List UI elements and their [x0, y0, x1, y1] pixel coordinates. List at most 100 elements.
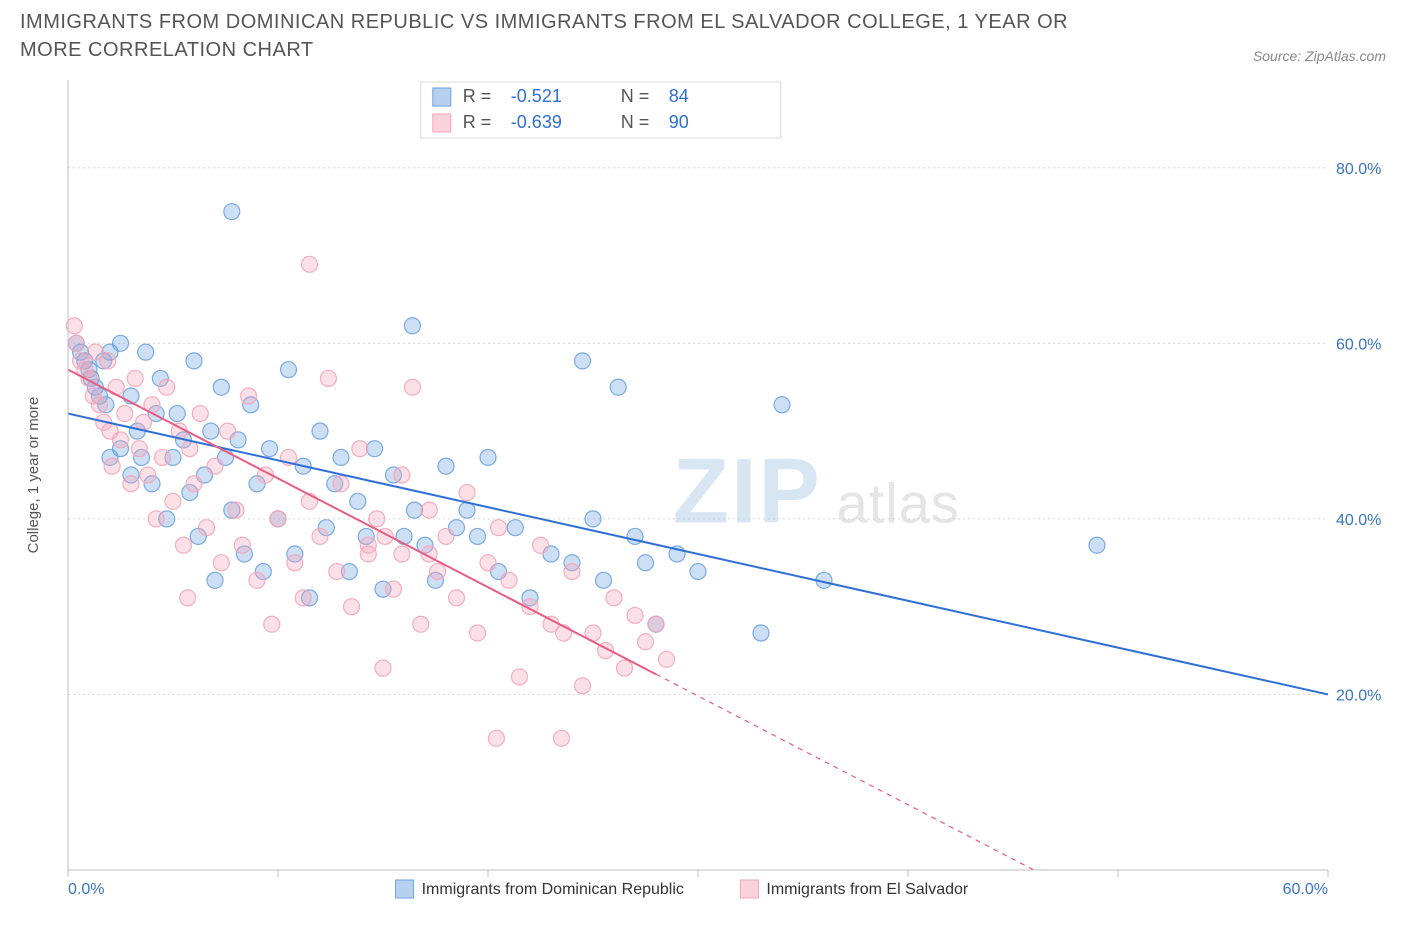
data-point [333, 449, 349, 465]
data-point [421, 502, 437, 518]
data-point [367, 441, 383, 457]
data-point [220, 423, 236, 439]
data-point [413, 616, 429, 632]
data-point [470, 528, 486, 544]
data-point [491, 520, 507, 536]
watermark-atlas: atlas [837, 471, 960, 534]
data-point [262, 441, 278, 457]
data-point [192, 406, 208, 422]
data-point [690, 564, 706, 580]
data-point [155, 449, 171, 465]
data-point [638, 634, 654, 650]
legend-swatch [433, 88, 451, 106]
legend-n-label: N = [621, 86, 650, 106]
legend-r-value: -0.639 [511, 112, 562, 132]
y-tick-label: 20.0% [1336, 687, 1381, 704]
data-point [312, 423, 328, 439]
data-point [264, 616, 280, 632]
data-point [459, 485, 475, 501]
data-point [617, 660, 633, 676]
data-point [627, 607, 643, 623]
data-point [213, 379, 229, 395]
x-tick-label: 0.0% [68, 881, 104, 898]
chart-title: IMMIGRANTS FROM DOMINICAN REPUBLIC VS IM… [20, 8, 1120, 64]
watermark-zip: ZIP [673, 440, 822, 542]
data-point [350, 493, 366, 509]
data-point [648, 616, 664, 632]
data-point [287, 555, 303, 571]
data-point [180, 590, 196, 606]
data-point [407, 502, 423, 518]
legend-r-value: -0.521 [511, 86, 562, 106]
data-point [165, 493, 181, 509]
data-point [470, 625, 486, 641]
data-point [352, 441, 368, 457]
y-tick-label: 40.0% [1336, 512, 1381, 529]
data-point [148, 511, 164, 527]
data-point [564, 564, 580, 580]
legend-n-value: 90 [669, 112, 689, 132]
y-tick-label: 80.0% [1336, 161, 1381, 178]
legend-swatch [396, 880, 414, 898]
data-point [430, 564, 446, 580]
data-point [501, 572, 517, 588]
data-point [199, 520, 215, 536]
data-point [281, 362, 297, 378]
data-point [312, 528, 328, 544]
data-point [386, 581, 402, 597]
data-point [575, 678, 591, 694]
data-point [394, 546, 410, 562]
data-point [207, 572, 223, 588]
data-point [488, 730, 504, 746]
data-point [203, 423, 219, 439]
data-point [404, 379, 420, 395]
data-point [394, 467, 410, 483]
data-point [234, 537, 250, 553]
correlation-scatter-chart: 20.0% 40.0% 60.0% 80.0% ZIPatlas 0.0% 60.0% Col… [20, 76, 1386, 906]
data-point [480, 555, 496, 571]
data-point [554, 730, 570, 746]
data-point [169, 406, 185, 422]
data-point [333, 476, 349, 492]
data-point [270, 511, 286, 527]
data-point [66, 318, 82, 334]
legend-swatch [740, 880, 758, 898]
data-point [182, 441, 198, 457]
data-point [329, 564, 345, 580]
data-point [344, 599, 360, 615]
data-point [131, 441, 147, 457]
legend-r-label: R = [463, 86, 492, 106]
data-point [512, 669, 528, 685]
data-point [480, 449, 496, 465]
data-point [375, 660, 391, 676]
data-point [585, 511, 601, 527]
data-point [320, 370, 336, 386]
data-point [753, 625, 769, 641]
data-point [186, 353, 202, 369]
data-point [207, 458, 223, 474]
data-point [302, 256, 318, 272]
data-point [438, 458, 454, 474]
data-point [369, 511, 385, 527]
data-point [638, 555, 654, 571]
data-point [186, 476, 202, 492]
x-tick-label: 60.0% [1283, 881, 1328, 898]
series-legend-label: Immigrants from El Salvador [766, 881, 969, 898]
series-legend-label: Immigrants from Dominican Republic [422, 881, 684, 898]
data-point [659, 651, 675, 667]
data-point [176, 537, 192, 553]
data-point [295, 590, 311, 606]
data-point [138, 344, 154, 360]
legend-n-label: N = [621, 112, 650, 132]
data-point [140, 467, 156, 483]
legend-r-label: R = [463, 112, 492, 132]
legend-n-value: 84 [669, 86, 689, 106]
data-point [127, 370, 143, 386]
data-point [100, 353, 116, 369]
data-point [404, 318, 420, 334]
y-axis-label: College, 1 year or more [25, 397, 42, 554]
data-point [113, 335, 129, 351]
y-tick-label: 60.0% [1336, 336, 1381, 353]
data-point [596, 572, 612, 588]
data-point [360, 537, 376, 553]
